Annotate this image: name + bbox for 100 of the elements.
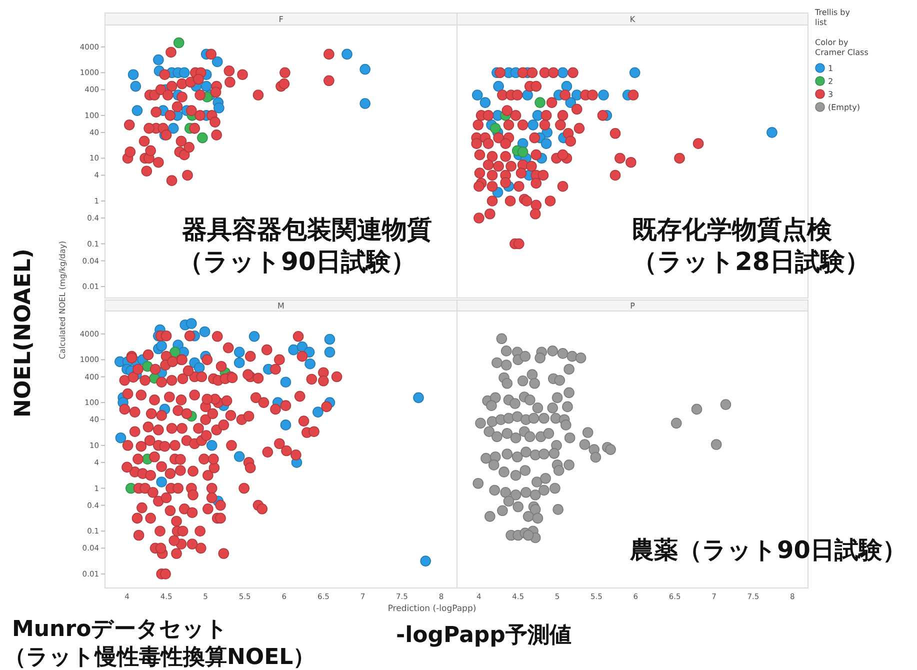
point [128,69,139,80]
point [629,67,640,78]
point [278,78,290,90]
annotation: （ラット90日試験） [178,247,416,276]
annotation: 器具容器包装関連物質 [182,215,432,244]
point [206,440,218,451]
point [288,344,299,356]
point [212,56,223,68]
point [124,146,136,158]
text: Munroデータセット [12,617,228,642]
point [194,110,206,121]
point [200,80,212,92]
point [420,556,431,566]
point [170,346,180,358]
point [360,64,370,75]
point [413,392,424,404]
point [186,105,197,116]
point [178,149,190,160]
point [210,116,220,128]
point [194,90,206,100]
point [534,97,546,108]
point [517,146,528,158]
point [144,122,154,134]
chart-title: M [278,302,285,310]
point [168,122,179,134]
legend-title: Color by Cramer Class [815,38,868,57]
chart-title: F [278,15,284,24]
y-axis-title: Calculated NOEL (mg/kg/day) [58,240,67,360]
point [237,69,248,80]
point [304,358,316,370]
point [234,451,245,462]
point [184,142,194,153]
point [172,101,183,112]
point [206,48,216,60]
point [598,90,609,100]
point [493,80,504,92]
point [280,67,290,78]
point [324,334,336,345]
point [766,127,778,138]
point [150,106,162,118]
point [164,110,176,121]
point [173,37,184,48]
point [156,476,167,488]
chart-title: K [630,15,636,24]
point [186,318,197,329]
point [280,420,292,430]
annotation: 農薬（ラット90日試験） [629,536,906,564]
point [360,98,370,109]
point [210,86,222,98]
text: NOEL(NOAEL) [11,248,36,418]
point [211,130,222,140]
annotation: （ラット28日試験） [632,247,870,276]
point [214,102,224,114]
point [132,105,143,116]
point [528,120,538,130]
point [138,136,150,147]
point [182,170,193,181]
point [252,90,264,100]
chart-title: P [630,302,636,310]
point [248,330,260,342]
point [166,46,176,58]
point [176,92,188,102]
point [156,340,167,352]
point [130,80,142,92]
point [155,84,166,96]
point [280,376,292,388]
point [153,54,164,66]
point [234,346,245,358]
point [124,120,135,130]
point [194,362,205,374]
point [540,138,552,149]
point [166,80,178,92]
legend-label: 3 [828,90,834,99]
point [557,67,568,78]
point [199,326,210,338]
point [224,65,235,76]
point [145,145,156,156]
point [522,90,533,100]
text: Trellis by list [814,8,850,27]
point [312,406,324,418]
point [234,357,245,368]
point [561,80,572,92]
legend-label: (Empty) [828,103,860,112]
point [324,75,334,86]
point [480,97,491,108]
point [178,67,190,78]
text: -logPapp予測値 [396,623,572,648]
annotation: 既存化学物質点検 [632,215,833,244]
point [193,74,204,85]
point [472,90,483,100]
legend-label: 2 [828,77,834,86]
point [324,48,334,60]
point [153,156,164,168]
point [159,69,170,80]
point [490,122,501,134]
legend-label: 1 [828,64,834,73]
point [324,346,336,358]
point [197,132,208,144]
text: （ラット慢性毒性換算NOEL） [4,645,316,670]
point [176,78,188,90]
